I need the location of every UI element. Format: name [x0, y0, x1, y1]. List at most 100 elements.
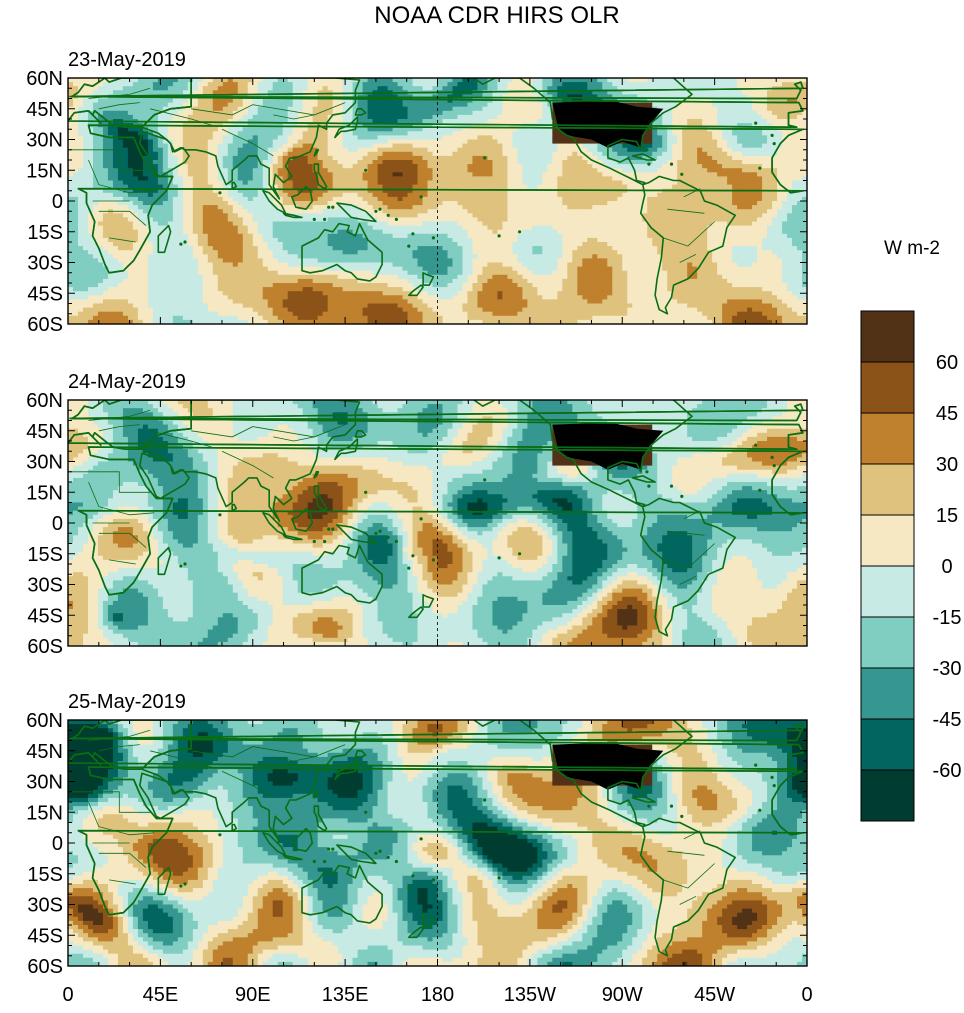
coast-namerica	[472, 78, 693, 186]
lon-label: 90W	[602, 984, 643, 1006]
island-26	[331, 205, 335, 209]
coast-java	[282, 534, 303, 541]
lat-label: 45S	[27, 925, 63, 947]
colorbar-tick-label: -60	[933, 760, 962, 782]
olr-field	[68, 720, 807, 966]
island-20	[374, 209, 378, 213]
island-20	[374, 851, 378, 855]
coast-borneo	[291, 185, 314, 210]
island-6	[483, 798, 487, 802]
coast-arabia	[139, 130, 190, 178]
lat-label: 60N	[26, 390, 63, 412]
coast-asia	[141, 720, 361, 842]
border-12	[679, 895, 697, 905]
lat-label: 30S	[27, 253, 63, 275]
coast-madagascar	[157, 866, 172, 896]
lon-label: 135W	[504, 984, 556, 1006]
border-8	[273, 436, 315, 442]
island-14	[772, 784, 776, 788]
border-13	[667, 530, 705, 536]
border-4	[109, 879, 136, 885]
lat-label: 15N	[26, 160, 63, 182]
colorbar-swatch	[860, 463, 915, 516]
lon-label: 135E	[322, 984, 369, 1006]
island-11	[183, 562, 187, 566]
border-7	[150, 430, 212, 448]
border-14	[683, 188, 701, 198]
coast-japan	[334, 758, 359, 781]
border-13	[667, 850, 705, 856]
lat-label: 60N	[26, 68, 63, 90]
coast-srilanka	[231, 181, 238, 190]
island-1	[431, 236, 435, 240]
coast-nzsouth	[408, 284, 424, 297]
lat-label: 0	[52, 513, 63, 535]
island-2	[394, 539, 398, 544]
coast-australia	[301, 864, 383, 924]
country-borders	[68, 409, 715, 585]
colorbar-swatch	[860, 361, 915, 414]
colorbar-tick-label: 30	[936, 454, 958, 476]
island-2	[394, 217, 398, 221]
coast-africa-wrap	[77, 124, 804, 274]
panel-date-label: 24-May-2019	[68, 371, 186, 393]
lat-label: 15N	[26, 802, 63, 824]
colorbar-swatch	[860, 718, 915, 771]
island-19	[645, 790, 649, 794]
border-10	[98, 424, 140, 432]
island-5	[419, 837, 423, 841]
island-16	[680, 494, 684, 498]
coast-philippines	[313, 805, 328, 832]
border-1	[88, 159, 155, 194]
island-11	[183, 882, 187, 886]
lat-label: 45N	[26, 99, 63, 121]
border-1	[88, 481, 155, 516]
coast-hokkaido	[354, 750, 367, 758]
coast-madagascar	[157, 224, 172, 254]
colorbar: W m-2 60 45 30 15 0 -15 -30 -45 -60	[860, 238, 962, 822]
colorbar-swatch	[860, 514, 915, 567]
coast-asia	[141, 400, 361, 522]
lat-label: 60S	[27, 956, 63, 978]
island-20	[374, 531, 378, 535]
border-5	[191, 102, 346, 116]
coast-philippines	[313, 485, 328, 512]
border-7	[150, 108, 212, 126]
coast-nzsouth	[408, 926, 424, 939]
border-11	[663, 863, 715, 889]
coast-samerica	[639, 497, 736, 637]
border-6	[221, 450, 274, 479]
border-11	[663, 543, 715, 569]
coast-philippines	[313, 163, 328, 190]
island-21	[378, 529, 382, 533]
coast-japan	[334, 438, 359, 461]
lat-label: 30S	[27, 575, 63, 597]
coast-samerica	[639, 175, 736, 315]
border-4	[109, 559, 136, 565]
lon-label: 180	[421, 984, 454, 1006]
colorbar-tick-label: 0	[941, 556, 952, 578]
coast-hokkaido	[354, 430, 367, 438]
island-1	[431, 558, 435, 562]
coast-taiwan	[313, 471, 320, 479]
island-23	[323, 539, 327, 544]
island-19	[645, 470, 649, 474]
island-10	[179, 564, 183, 568]
island-9	[218, 513, 222, 517]
island-8	[518, 230, 522, 234]
island-12	[754, 443, 758, 447]
island-12	[754, 763, 758, 767]
island-24	[312, 539, 316, 544]
coastlines	[68, 78, 804, 315]
border-10	[98, 744, 140, 752]
lat-label: 15S	[27, 864, 63, 886]
island-21	[378, 849, 382, 853]
colorbar-tick-label: 45	[936, 403, 958, 425]
island-26	[331, 527, 335, 531]
coastlines	[68, 720, 804, 957]
colorbar-tick-label: -15	[933, 607, 962, 629]
island-3	[411, 554, 415, 558]
coast-hokkaido	[354, 108, 367, 116]
border-8	[273, 114, 315, 120]
border-6	[221, 128, 274, 157]
